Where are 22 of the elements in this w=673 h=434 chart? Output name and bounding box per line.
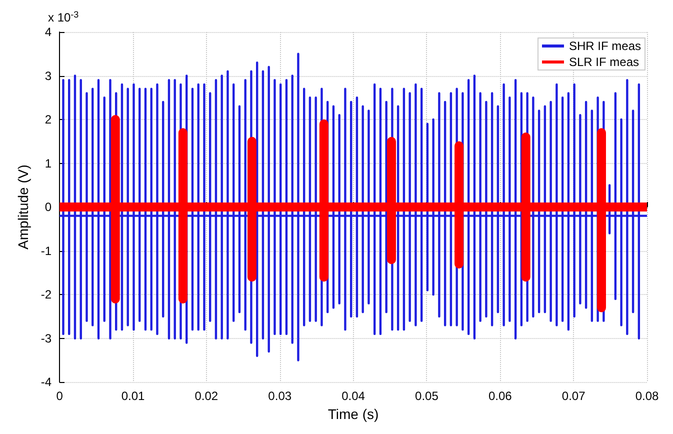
y-tick-label: -1	[40, 244, 52, 258]
y-tick-label: -3	[40, 331, 52, 346]
x-tick-label: 0.04	[342, 389, 366, 404]
y-tick-label: 0	[44, 200, 52, 214]
x-tick-label: 0.02	[194, 389, 218, 404]
y-tick-label: 3	[44, 68, 52, 83]
y-tick-label: -2	[40, 288, 52, 302]
y-tick-label: -4	[40, 375, 52, 390]
x-tick-label: 0.07	[562, 389, 586, 404]
x-tick-label: 0.05	[415, 389, 439, 404]
legend-label: SHR IF meas	[568, 39, 642, 53]
y-tick-label: 2	[44, 112, 52, 127]
y-tick-label: 4	[44, 25, 52, 39]
x-tick-label: 0.01	[121, 389, 145, 404]
x-tick-label: 0	[56, 389, 64, 404]
legend-label: SLR IF meas	[568, 55, 640, 69]
y-tick-label: 1	[44, 156, 52, 170]
x-tick-label: 0.03	[268, 389, 292, 404]
y-axis-title: Amplitude (V)	[15, 164, 31, 250]
x-axis-title: Time (s)	[328, 406, 379, 422]
x-tick-label: 0.06	[488, 389, 512, 404]
x-tick-label: 0.08	[635, 389, 659, 404]
